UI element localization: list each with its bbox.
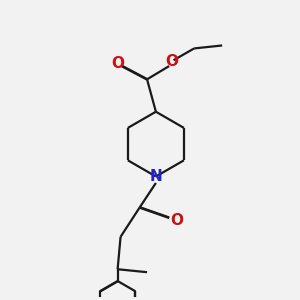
Text: O: O (166, 54, 178, 69)
Text: N: N (149, 169, 162, 184)
Text: O: O (111, 56, 124, 70)
Text: O: O (170, 213, 183, 228)
